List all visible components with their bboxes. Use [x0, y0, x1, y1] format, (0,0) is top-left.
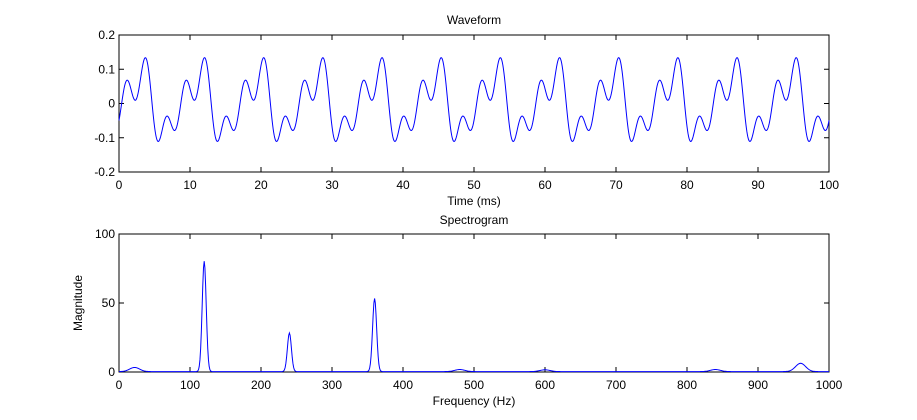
waveform-x-axis-label: Time (ms)	[447, 194, 501, 208]
spectrogram-y-axis-label: Magnitude	[71, 275, 85, 331]
x-tick-label: 1000	[816, 378, 843, 392]
x-tick-label: 80	[680, 178, 694, 192]
x-tick-label: 100	[180, 378, 200, 392]
y-tick-label: -0.2	[94, 165, 115, 179]
x-tick-label: 900	[748, 378, 768, 392]
x-tick-label: 90	[751, 178, 765, 192]
x-tick-label: 800	[677, 378, 697, 392]
x-tick-label: 70	[609, 178, 623, 192]
x-tick-label: 60	[538, 178, 552, 192]
waveform-series-line	[118, 57, 830, 143]
y-tick-label: 0	[108, 365, 115, 379]
spectrogram-title: Spectrogram	[440, 213, 509, 227]
x-tick-label: 400	[393, 378, 413, 392]
spectrogram-x-axis-label: Frequency (Hz)	[433, 394, 516, 408]
waveform-ticks: 0 10 20 30 40 50 60 70 80 90 100 -0.2 -0.1 0 0.1 0.2	[94, 28, 839, 192]
y-tick-label: 50	[102, 296, 116, 310]
x-tick-label: 0	[116, 178, 123, 192]
x-tick-label: 200	[251, 378, 271, 392]
x-tick-label: 40	[396, 178, 410, 192]
y-tick-label: 0.1	[98, 62, 115, 76]
waveform-axes-box	[118, 34, 830, 173]
x-tick-label: 100	[819, 178, 839, 192]
spectrogram-ticks: 0 100 200 300 400 500 600 700 800 900 1000 0 50 100	[95, 227, 843, 392]
waveform-title: Waveform	[447, 13, 501, 27]
y-tick-label: 0	[108, 97, 115, 111]
x-tick-label: 300	[322, 378, 342, 392]
x-tick-label: 500	[464, 378, 484, 392]
x-tick-label: 10	[183, 178, 197, 192]
waveform-plot: Waveform 0 10 20 30 40 50 60 70 80 90 100-0.2-0.10…	[94, 13, 839, 208]
x-tick-label: 50	[467, 178, 481, 192]
spectrogram-axes-box	[118, 233, 830, 373]
spectrogram-series-line	[118, 261, 829, 373]
y-tick-label: 100	[95, 227, 115, 241]
x-tick-label: 20	[254, 178, 268, 192]
x-tick-label: 600	[535, 378, 555, 392]
spectrogram-plot: Spectrogram 0 100 200 300 400 500 600 700 800 900…	[71, 213, 843, 408]
x-tick-label: 700	[606, 378, 626, 392]
x-tick-label: 0	[116, 378, 123, 392]
y-tick-label: -0.1	[94, 131, 115, 145]
y-tick-label: 0.2	[98, 28, 115, 42]
x-tick-label: 30	[325, 178, 339, 192]
